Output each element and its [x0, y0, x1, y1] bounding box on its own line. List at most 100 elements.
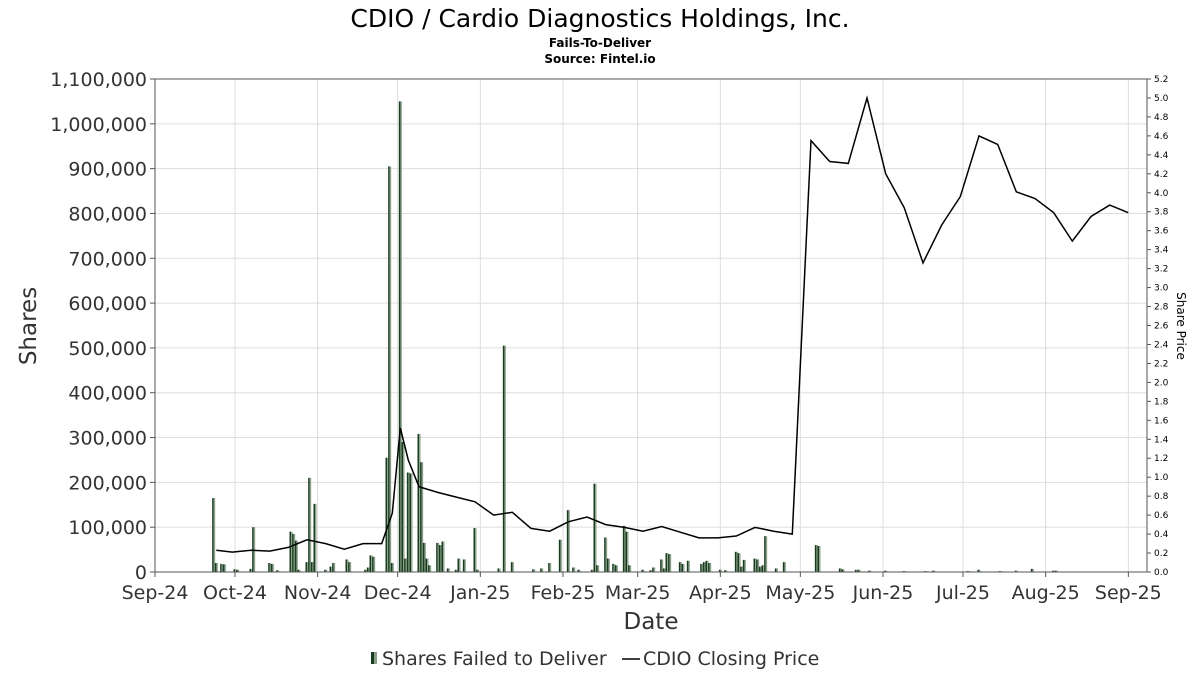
- ftd-bar-dark: [742, 559, 745, 572]
- price-axis-ticks: 0.0 0.2 0.4 0.6 0.8 1.0 1.2 1.4 1.6 1.8 2.0 2.2 2.4 2…: [1147, 75, 1169, 578]
- ftd-bar: [566, 510, 570, 572]
- ftd-bars: [212, 101, 1058, 573]
- ftd-bar-light: [979, 569, 981, 572]
- ftd-bar: [540, 568, 544, 572]
- ftd-bar-dark: [446, 568, 449, 572]
- ftd-bar-light: [885, 570, 888, 572]
- ftd-bar-dark: [313, 503, 316, 572]
- ftd-bar-light: [373, 556, 376, 572]
- price-tick-label: 0.2: [1154, 549, 1168, 559]
- ftd-bar-dark: [441, 541, 444, 572]
- ftd-bar: [814, 545, 818, 572]
- x-tick-label: Dec-24: [364, 582, 432, 604]
- ftd-bar-dark: [708, 563, 710, 572]
- ftd-bar: [761, 565, 765, 572]
- ftd-bar-light: [784, 562, 786, 572]
- ftd-bar: [329, 566, 333, 572]
- ftd-bar-light: [347, 559, 349, 572]
- ftd-bar: [660, 559, 664, 572]
- ftd-bar-dark: [678, 562, 681, 572]
- ftd-bar-dark: [212, 498, 214, 572]
- ftd-bar-light: [856, 569, 858, 572]
- ftd-bar-light: [368, 567, 370, 572]
- ftd-bar-light: [624, 525, 626, 572]
- ftd-bar: [428, 565, 432, 572]
- ftd-bar-light: [533, 569, 536, 572]
- ftd-bar-light: [403, 442, 405, 572]
- ftd-bar-dark: [614, 565, 617, 572]
- ftd-bar: [372, 556, 376, 572]
- ftd-bar: [398, 101, 402, 572]
- ftd-bar-light: [869, 570, 872, 572]
- ftd-bar-light: [707, 560, 709, 572]
- ftd-bar-dark: [233, 569, 236, 572]
- ftd-bar: [606, 558, 610, 572]
- ftd-bar: [649, 570, 653, 572]
- ftd-bar-dark: [420, 462, 422, 572]
- ftd-bar-light: [608, 558, 610, 572]
- y-tick-label: 0: [135, 562, 147, 584]
- ftd-bar-light: [371, 555, 373, 572]
- ftd-bar-light: [568, 510, 570, 572]
- ftd-bar-light: [744, 559, 746, 572]
- ftd-bar-dark: [324, 569, 326, 572]
- ftd-bar-dark: [457, 558, 460, 572]
- y-tick-label: 100,000: [68, 517, 147, 539]
- ftd-bar-dark: [372, 556, 374, 572]
- ftd-bar-dark: [868, 570, 870, 572]
- ftd-bar-light: [421, 462, 424, 572]
- ftd-bar: [702, 562, 706, 572]
- ftd-bar: [406, 472, 410, 572]
- ftd-bar-light: [309, 477, 312, 572]
- ftd-bar-dark: [838, 568, 841, 572]
- ftd-bar: [462, 559, 466, 572]
- ftd-bar-dark: [1014, 570, 1017, 572]
- ftd-bar-dark: [652, 567, 654, 572]
- ftd-bar-light: [1053, 570, 1056, 572]
- ftd-bar-dark: [761, 565, 764, 572]
- ftd-bar: [622, 525, 626, 572]
- y-tick-label: 1,000,000: [50, 114, 147, 136]
- ftd-bar-dark: [297, 569, 300, 572]
- ftd-bar: [510, 562, 514, 572]
- ftd-bar-light: [443, 541, 445, 572]
- price-tick-label: 0.0: [1154, 568, 1169, 578]
- ftd-bar-dark: [249, 568, 252, 572]
- ftd-bar-light: [312, 562, 314, 572]
- ftd-bar-light: [405, 558, 408, 572]
- ftd-bar-light: [389, 166, 392, 573]
- ftd-bar-light: [616, 565, 618, 572]
- legend-bar-swatch-light: [374, 652, 377, 664]
- ftd-bar-dark: [753, 558, 756, 572]
- ftd-bar-light: [704, 562, 706, 572]
- ftd-bar: [369, 555, 373, 572]
- ftd-bar: [577, 569, 581, 572]
- x-tick-label: Jan-25: [449, 582, 510, 604]
- ftd-bar-dark: [388, 166, 390, 573]
- chart-source: Source: Fintel.io: [544, 52, 655, 66]
- ftd-bar: [838, 568, 842, 572]
- ftd-bar-dark: [606, 558, 609, 572]
- ftd-bar-dark: [369, 555, 372, 572]
- ftd-bar: [612, 563, 616, 572]
- ftd-bar-light: [661, 559, 664, 572]
- ftd-bar: [292, 533, 296, 572]
- ftd-bar: [348, 562, 352, 572]
- ftd-bar-light: [237, 569, 240, 572]
- ftd-bar-light: [307, 562, 309, 572]
- ftd-bar-light: [291, 531, 293, 572]
- ftd-bar-dark: [497, 568, 500, 572]
- x-tick-label: Sep-25: [1095, 582, 1162, 604]
- ftd-bar-light: [933, 570, 936, 572]
- ftd-bar-light: [549, 563, 552, 572]
- price-tick-label: 5.0: [1154, 94, 1169, 104]
- y-axis-label: Shares: [16, 287, 42, 365]
- ftd-bar-dark: [705, 560, 708, 572]
- y-tick-label: 900,000: [68, 159, 147, 181]
- ftd-bar: [700, 563, 704, 572]
- ftd-bar: [641, 569, 645, 572]
- ftd-bar-dark: [702, 562, 705, 572]
- ftd-bar: [884, 570, 888, 572]
- ftd-bar-light: [251, 568, 253, 572]
- ftd-bar: [390, 563, 394, 572]
